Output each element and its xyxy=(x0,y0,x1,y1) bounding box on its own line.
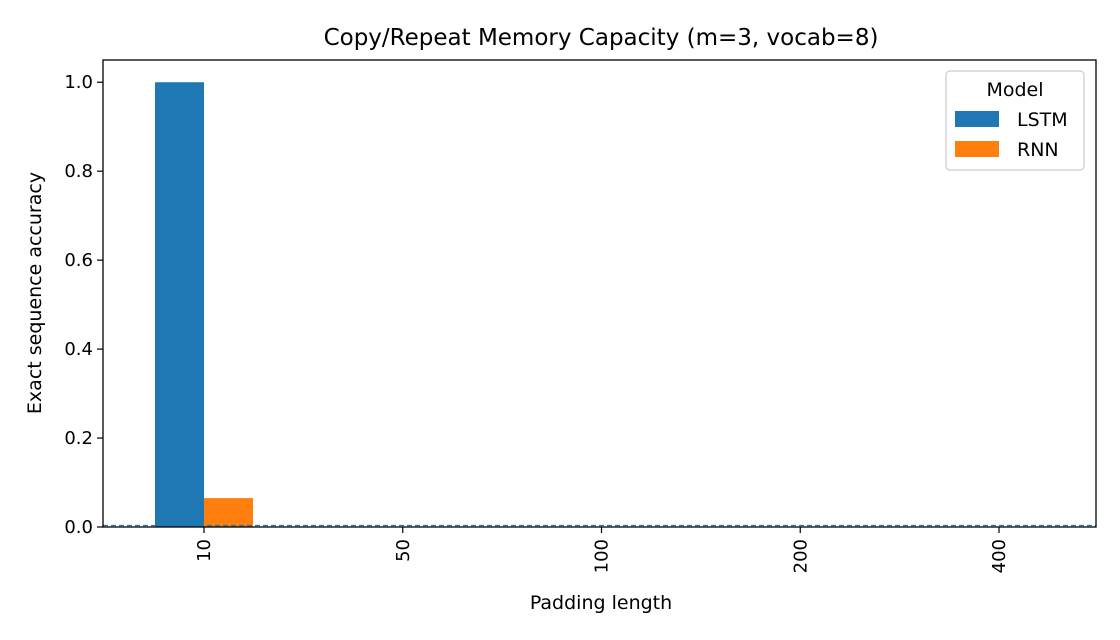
legend-title: Model xyxy=(986,79,1043,101)
y-tick-label: 1.0 xyxy=(64,72,93,93)
y-tick-label: 0.0 xyxy=(64,517,93,538)
bar-rnn-10 xyxy=(204,498,253,527)
x-tick-label: 400 xyxy=(989,539,1010,573)
bar-lstm-10 xyxy=(155,82,204,527)
y-axis-label: Exact sequence accuracy xyxy=(24,172,46,414)
legend-label-lstm: LSTM xyxy=(1017,109,1068,131)
x-axis-label: Padding length xyxy=(530,592,672,614)
x-tick-label: 10 xyxy=(194,539,215,562)
legend-label-rnn: RNN xyxy=(1017,139,1059,161)
y-tick-label: 0.4 xyxy=(64,339,93,360)
legend: Model LSTM RNN xyxy=(945,70,1085,171)
x-tick-label: 200 xyxy=(790,539,811,573)
chart-title: Copy/Repeat Memory Capacity (m=3, vocab=… xyxy=(324,25,879,51)
legend-swatch-rnn xyxy=(955,141,999,157)
y-tick-label: 0.6 xyxy=(64,250,93,271)
y-tick-label: 0.2 xyxy=(64,428,93,449)
y-tick-label: 0.8 xyxy=(64,161,93,182)
legend-swatch-lstm xyxy=(955,111,999,127)
bars-group xyxy=(155,82,253,527)
plot-area xyxy=(102,59,1097,528)
x-tick-label: 100 xyxy=(592,539,613,573)
y-axis: 0.0 0.2 0.4 0.6 0.8 1.0 xyxy=(64,72,103,538)
x-axis: 10 50 100 200 400 xyxy=(194,527,1010,573)
plot-frame xyxy=(102,59,1097,528)
legend-entries: LSTM RNN xyxy=(955,109,1068,161)
x-tick-label: 50 xyxy=(393,539,414,562)
